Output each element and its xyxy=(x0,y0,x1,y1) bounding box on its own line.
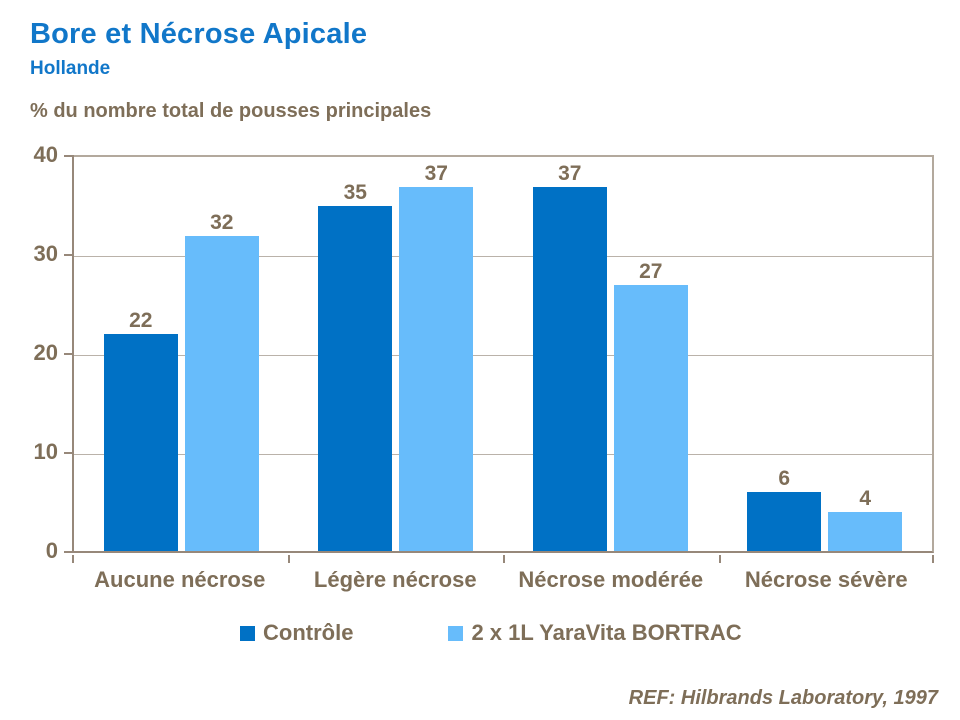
bar-group: 22 32 xyxy=(74,157,289,551)
bar xyxy=(613,285,688,551)
bar-value-label: 22 xyxy=(129,309,153,333)
legend-swatch xyxy=(240,625,255,641)
bar-column: 35 xyxy=(318,157,393,551)
y-tick-label: 0 xyxy=(45,538,58,563)
x-tick-mark xyxy=(718,555,721,563)
bar-column: 6 xyxy=(747,157,822,551)
bar-value-label: 32 xyxy=(210,210,234,234)
bar-value-label: 4 xyxy=(859,486,872,510)
y-tick-label: 10 xyxy=(33,439,58,464)
bar xyxy=(184,235,259,551)
x-tick-mark xyxy=(287,555,290,563)
gridline xyxy=(74,256,932,257)
y-tick-mark xyxy=(64,353,74,355)
bar xyxy=(399,186,474,551)
x-tick-mark xyxy=(932,555,934,563)
bar-group: 35 37 xyxy=(289,157,504,551)
legend-swatch xyxy=(448,625,464,641)
plot-area: 22 32 35 37 37 27 6 4 xyxy=(72,155,934,553)
bar xyxy=(747,491,822,551)
bar-groups: 22 32 35 37 37 27 6 4 xyxy=(74,157,932,551)
y-axis-labels: 0 10 20 30 40 xyxy=(0,144,62,562)
y-tick-label: 40 xyxy=(33,142,58,167)
page-subtitle: Hollande xyxy=(30,58,111,79)
y-axis-caption: % du nombre total de pousses principales xyxy=(30,100,432,122)
x-axis-labels: Aucune nécrose Légère nécrose Nécrose modé… xyxy=(72,567,934,593)
bar-column: 37 xyxy=(399,157,474,551)
legend-item: Contrôle xyxy=(240,622,353,644)
x-category-label: Légère nécrose xyxy=(313,567,477,592)
legend-label: 2 x 1L YaraVita BORTRAC xyxy=(471,620,742,645)
reference-note: REF: Hilbrands Laboratory, 1997 xyxy=(628,687,938,709)
gridline xyxy=(74,454,932,455)
bar-column: 27 xyxy=(613,157,688,551)
bar-column: 4 xyxy=(828,157,903,551)
x-category-label: Nécrose modérée xyxy=(518,567,704,592)
bar-value-label: 37 xyxy=(558,161,582,185)
x-tick-mark xyxy=(72,555,74,563)
bar xyxy=(532,186,607,551)
x-tick-mark xyxy=(503,555,505,563)
bar-column: 22 xyxy=(103,157,178,551)
bar-column: 32 xyxy=(184,157,259,551)
gridline xyxy=(74,355,932,356)
bar-value-label: 27 xyxy=(639,260,663,284)
y-tick-mark xyxy=(64,254,74,256)
legend-label: Contrôle xyxy=(263,620,354,645)
y-tick-label: 30 xyxy=(33,241,58,266)
x-category-label: Aucune nécrose xyxy=(94,567,266,592)
y-tick-mark xyxy=(64,155,74,157)
y-tick-label: 20 xyxy=(33,340,58,365)
legend-item: 2 x 1L YaraVita BORTRAC xyxy=(448,620,742,645)
x-category-label: Nécrose sévère xyxy=(744,567,908,592)
bar-value-label: 35 xyxy=(343,181,367,205)
bar-group: 37 27 xyxy=(503,157,718,551)
bar xyxy=(318,206,393,551)
legend: Contrôle 2 x 1L YaraVita BORTRAC xyxy=(240,622,742,644)
bar-value-label: 37 xyxy=(424,161,448,185)
page-title: Bore et Nécrose Apicale xyxy=(30,18,368,50)
bar-value-label: 6 xyxy=(778,466,791,490)
y-tick-mark xyxy=(64,452,74,454)
y-tick-mark xyxy=(64,551,74,553)
bar xyxy=(103,334,178,551)
bar-column: 37 xyxy=(532,157,607,551)
bar xyxy=(828,511,903,551)
